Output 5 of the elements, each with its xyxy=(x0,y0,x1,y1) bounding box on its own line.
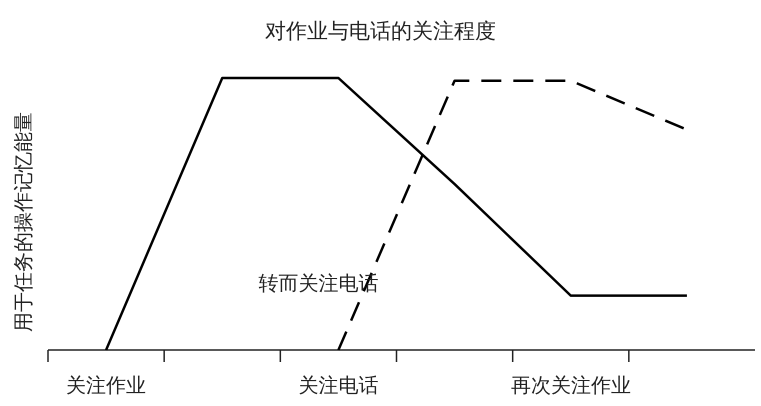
x-tick-label: 关注电话 xyxy=(298,373,378,397)
x-tick-label: 关注作业 xyxy=(66,373,146,397)
x-tick-label: 再次关注作业 xyxy=(510,373,631,397)
y-axis-title: 用于任务的操作记忆能量 xyxy=(11,112,35,332)
chart-title: 对作业与电话的关注程度 xyxy=(265,19,496,43)
